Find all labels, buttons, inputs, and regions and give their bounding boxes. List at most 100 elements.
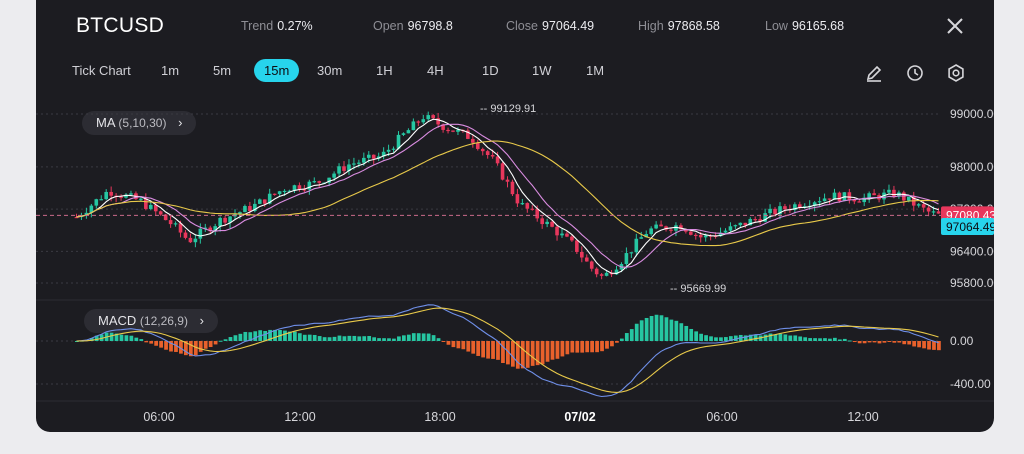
macd-histogram-bar — [466, 341, 471, 352]
close-value: 97064.49 — [541, 19, 595, 33]
macd-histogram-bar — [837, 339, 842, 341]
macd-histogram-bar — [689, 328, 694, 341]
macd-histogram-bar — [704, 335, 708, 341]
macd-histogram-bar — [456, 341, 461, 349]
candle-body — [248, 206, 252, 212]
macd-histogram-bar — [555, 341, 560, 359]
macd-histogram-bar — [520, 341, 525, 369]
macd-histogram-bar — [619, 338, 624, 341]
candle-body — [570, 236, 574, 241]
tf-4h[interactable]: 4H — [427, 63, 444, 78]
macd-histogram-bar — [882, 341, 887, 343]
tf-5m[interactable]: 5m — [213, 63, 232, 78]
time-tick-label: 18:00 — [424, 410, 455, 424]
close-icon[interactable] — [944, 15, 966, 37]
tf-1mo[interactable]: 1M — [586, 63, 605, 78]
tf-30m[interactable]: 30m — [317, 63, 343, 78]
macd-histogram-bar — [872, 341, 877, 343]
candle-body — [545, 221, 549, 225]
candle-body — [584, 257, 589, 262]
candle-body — [471, 138, 475, 143]
macd-histogram-bar — [322, 337, 327, 341]
macd-histogram-bar — [763, 334, 768, 341]
candle-body — [282, 190, 287, 193]
macd-histogram-bar — [510, 341, 515, 367]
candle-body — [203, 227, 208, 229]
macd-histogram-bar — [699, 333, 703, 341]
candle-body — [193, 238, 198, 243]
macd-histogram-bar — [139, 339, 144, 341]
macd-histogram-bar — [738, 334, 743, 341]
macd-histogram-bar — [565, 341, 570, 355]
candle-body — [906, 196, 911, 201]
macd-histogram-bar — [540, 341, 545, 365]
macd-histogram-bar — [174, 341, 178, 352]
candle-body — [307, 181, 312, 190]
macd-histogram-bar — [288, 331, 292, 341]
high-value: 97868.58 — [667, 19, 720, 33]
candle-body — [218, 217, 222, 227]
candle-body — [134, 193, 138, 200]
macd-histogram-bar — [228, 337, 233, 341]
macd-indicator-pill[interactable]: MACD (12,26,9) › — [84, 309, 218, 333]
candle-body — [267, 193, 272, 204]
candle-body — [119, 196, 123, 198]
candle-body — [490, 155, 495, 157]
macd-histogram-bar — [818, 338, 822, 341]
candle-body — [475, 142, 480, 149]
macd-histogram-bar — [813, 338, 817, 341]
candle-body — [887, 189, 891, 193]
candle-body — [456, 129, 460, 132]
macd-histogram-bar — [104, 332, 109, 341]
candle-body — [272, 193, 277, 195]
candle-body — [525, 203, 530, 209]
time-tick-label: 12:00 — [847, 410, 878, 424]
tick-chart-tab[interactable]: Tick Chart — [72, 63, 131, 78]
candle-body — [535, 208, 540, 219]
candle-body — [555, 226, 559, 236]
tf-1w[interactable]: 1W — [532, 63, 552, 78]
candle-body — [515, 194, 520, 204]
macd-histogram-bar — [312, 334, 317, 341]
macd-histogram-bar — [892, 341, 897, 343]
candle-body — [753, 219, 758, 221]
candle-body — [540, 218, 544, 225]
candle-body — [842, 192, 847, 202]
macd-histogram-bar — [367, 336, 372, 341]
candle-body — [302, 189, 307, 191]
candle-body — [451, 130, 455, 132]
macd-histogram-bar — [917, 341, 921, 348]
candle-body — [148, 204, 153, 209]
macd-histogram-bar — [719, 337, 723, 341]
candle-body — [178, 223, 183, 233]
candle-body — [376, 156, 381, 159]
clock-icon[interactable] — [905, 63, 925, 83]
open-label: Open — [373, 19, 404, 33]
tf-1d[interactable]: 1D — [482, 63, 499, 78]
macd-histogram-bar — [377, 338, 381, 341]
macd-histogram-bar — [164, 341, 168, 350]
ma-5-line — [76, 118, 939, 274]
candle-body — [391, 148, 396, 150]
tf-15m[interactable]: 15m — [254, 59, 300, 82]
pencil-icon[interactable] — [864, 63, 884, 83]
macd-histogram-bar — [273, 329, 277, 341]
macd-histogram-bar — [902, 341, 907, 345]
macd-histogram-bar — [476, 341, 481, 356]
gear-icon[interactable] — [946, 63, 966, 83]
candle-body — [262, 199, 267, 204]
tf-1m[interactable]: 1m — [161, 63, 180, 78]
macd-histogram-bar — [169, 341, 173, 352]
candle-body — [317, 181, 322, 183]
tf-1h[interactable]: 1H — [376, 63, 393, 78]
candle-body — [807, 205, 812, 208]
candle-body — [674, 225, 678, 231]
candle-body — [287, 190, 292, 192]
macd-histogram-bar — [99, 334, 104, 341]
time-tick-label: 06:00 — [143, 410, 174, 424]
candle-body — [778, 206, 782, 215]
candle-body — [580, 251, 584, 258]
close-price-label: 97064.49 — [946, 220, 994, 234]
ma-indicator-pill[interactable]: MA (5,10,30) › — [82, 111, 197, 135]
macd-histogram-bar — [392, 338, 396, 341]
